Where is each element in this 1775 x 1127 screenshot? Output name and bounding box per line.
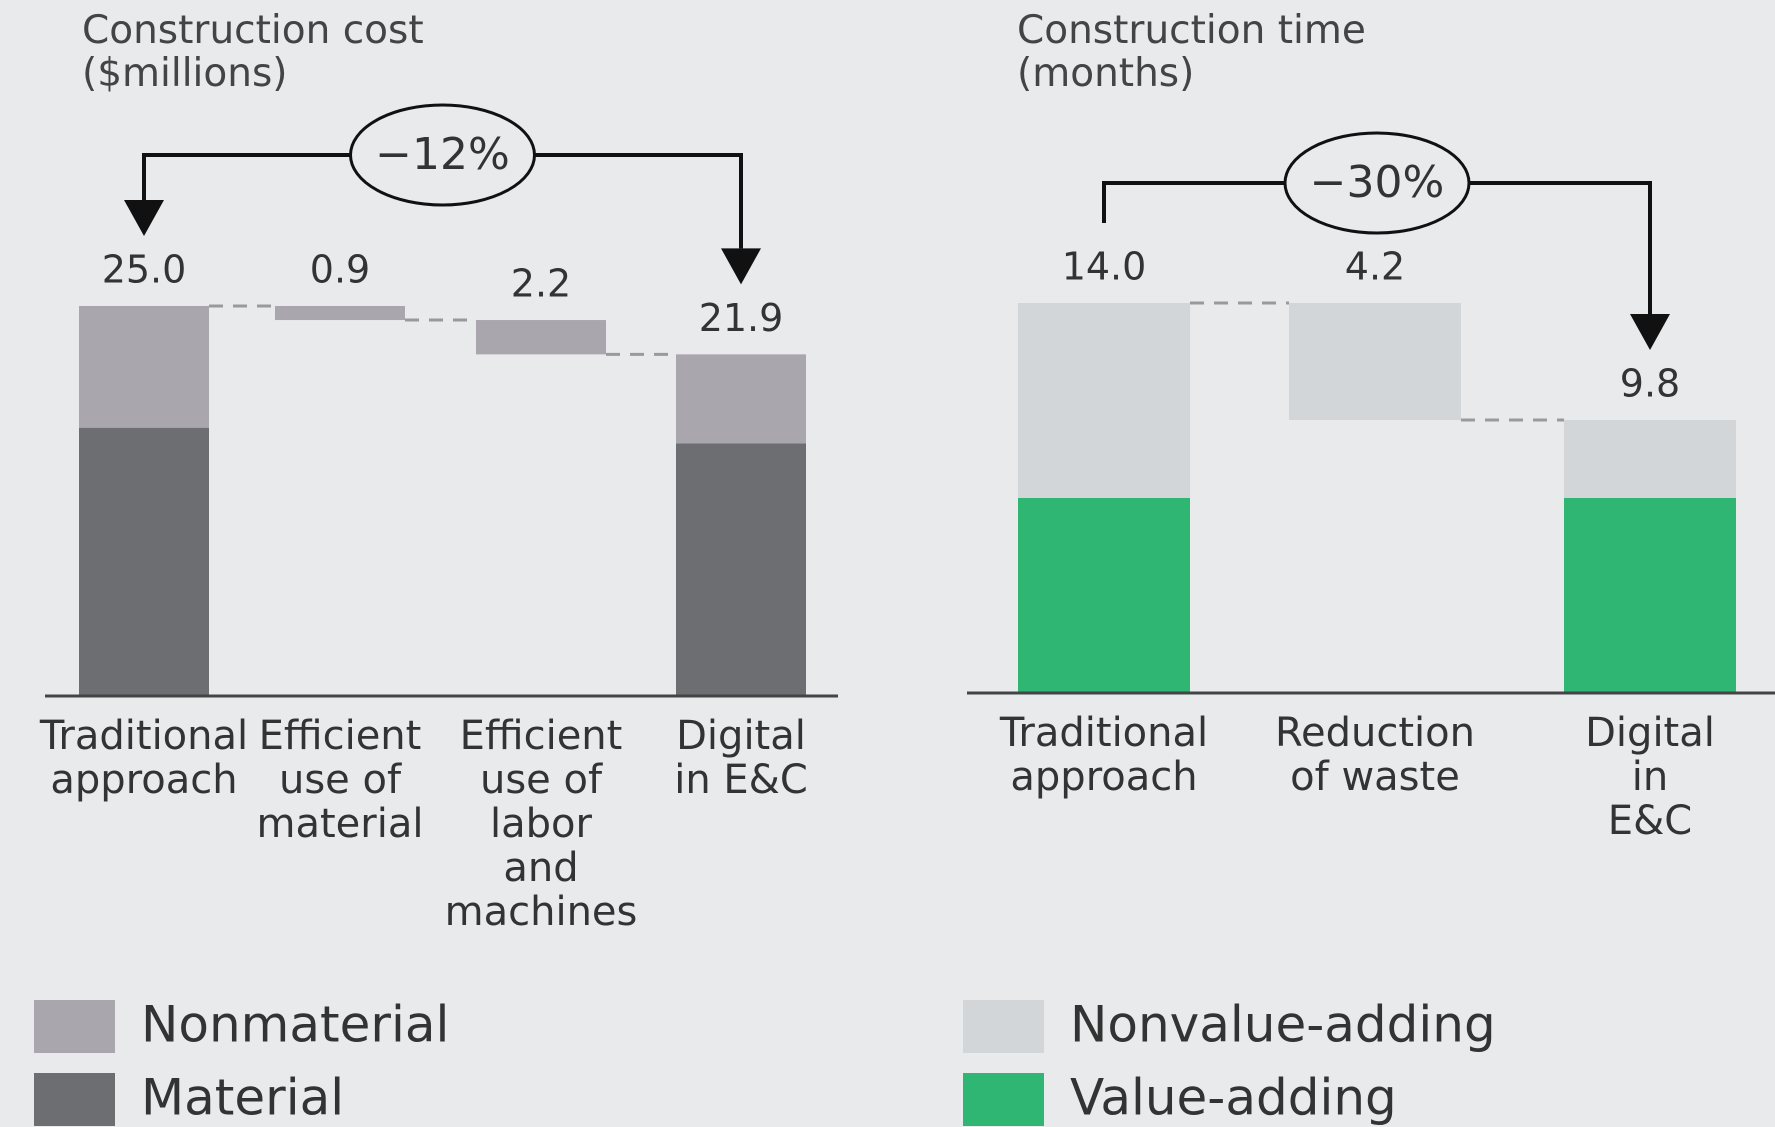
arrow-head bbox=[1630, 314, 1670, 350]
legend-label: Value-adding bbox=[1070, 1069, 1397, 1127]
bar-segment bbox=[1564, 498, 1736, 693]
value-label: 14.0 bbox=[1062, 245, 1147, 289]
annotation-ellipse bbox=[349, 103, 536, 207]
arrow-head bbox=[721, 248, 761, 285]
legend-swatch bbox=[34, 1073, 115, 1126]
legend-swatch bbox=[963, 1000, 1044, 1053]
bar-segment bbox=[1018, 303, 1190, 498]
category-label: Reduction of waste bbox=[1275, 710, 1475, 800]
category-label: Digital in E&C bbox=[1585, 710, 1715, 844]
bar-segment bbox=[79, 306, 209, 428]
annotation-text: −30% bbox=[1310, 157, 1445, 208]
value-label: 21.9 bbox=[699, 296, 784, 340]
decrease-bar bbox=[275, 306, 405, 321]
legend-label: Nonvalue-adding bbox=[1070, 996, 1496, 1054]
category-label: Efficient use of material bbox=[256, 713, 424, 847]
value-label: 4.2 bbox=[1345, 245, 1405, 289]
bar-segment bbox=[676, 443, 806, 696]
category-label: Digital in E&C bbox=[674, 713, 808, 803]
legend-swatch bbox=[34, 1000, 115, 1053]
legend-label: Nonmaterial bbox=[141, 996, 449, 1054]
decrease-bar bbox=[476, 320, 606, 355]
arrow-head bbox=[124, 200, 164, 236]
bar-segment bbox=[676, 354, 806, 444]
chart-title: Construction time (months) bbox=[1017, 8, 1366, 96]
bar-segment bbox=[1564, 420, 1736, 498]
legend-label: Material bbox=[141, 1069, 344, 1127]
value-label: 25.0 bbox=[102, 248, 187, 292]
decrease-bar bbox=[1289, 303, 1461, 420]
annotation-ellipse bbox=[1283, 131, 1471, 235]
bar-segment bbox=[79, 427, 209, 696]
category-label: Traditional approach bbox=[39, 713, 249, 803]
legend-swatch bbox=[963, 1073, 1044, 1126]
chart-title: Construction cost ($millions) bbox=[82, 8, 424, 96]
value-label: 9.8 bbox=[1620, 362, 1680, 406]
category-label: Efficient use of labor and machines bbox=[444, 713, 638, 935]
bar-segment bbox=[1018, 498, 1190, 693]
category-label: Traditional approach bbox=[999, 710, 1209, 800]
annotation-text: −12% bbox=[375, 129, 510, 180]
value-label: 0.9 bbox=[310, 248, 370, 292]
value-label: 2.2 bbox=[511, 262, 571, 306]
